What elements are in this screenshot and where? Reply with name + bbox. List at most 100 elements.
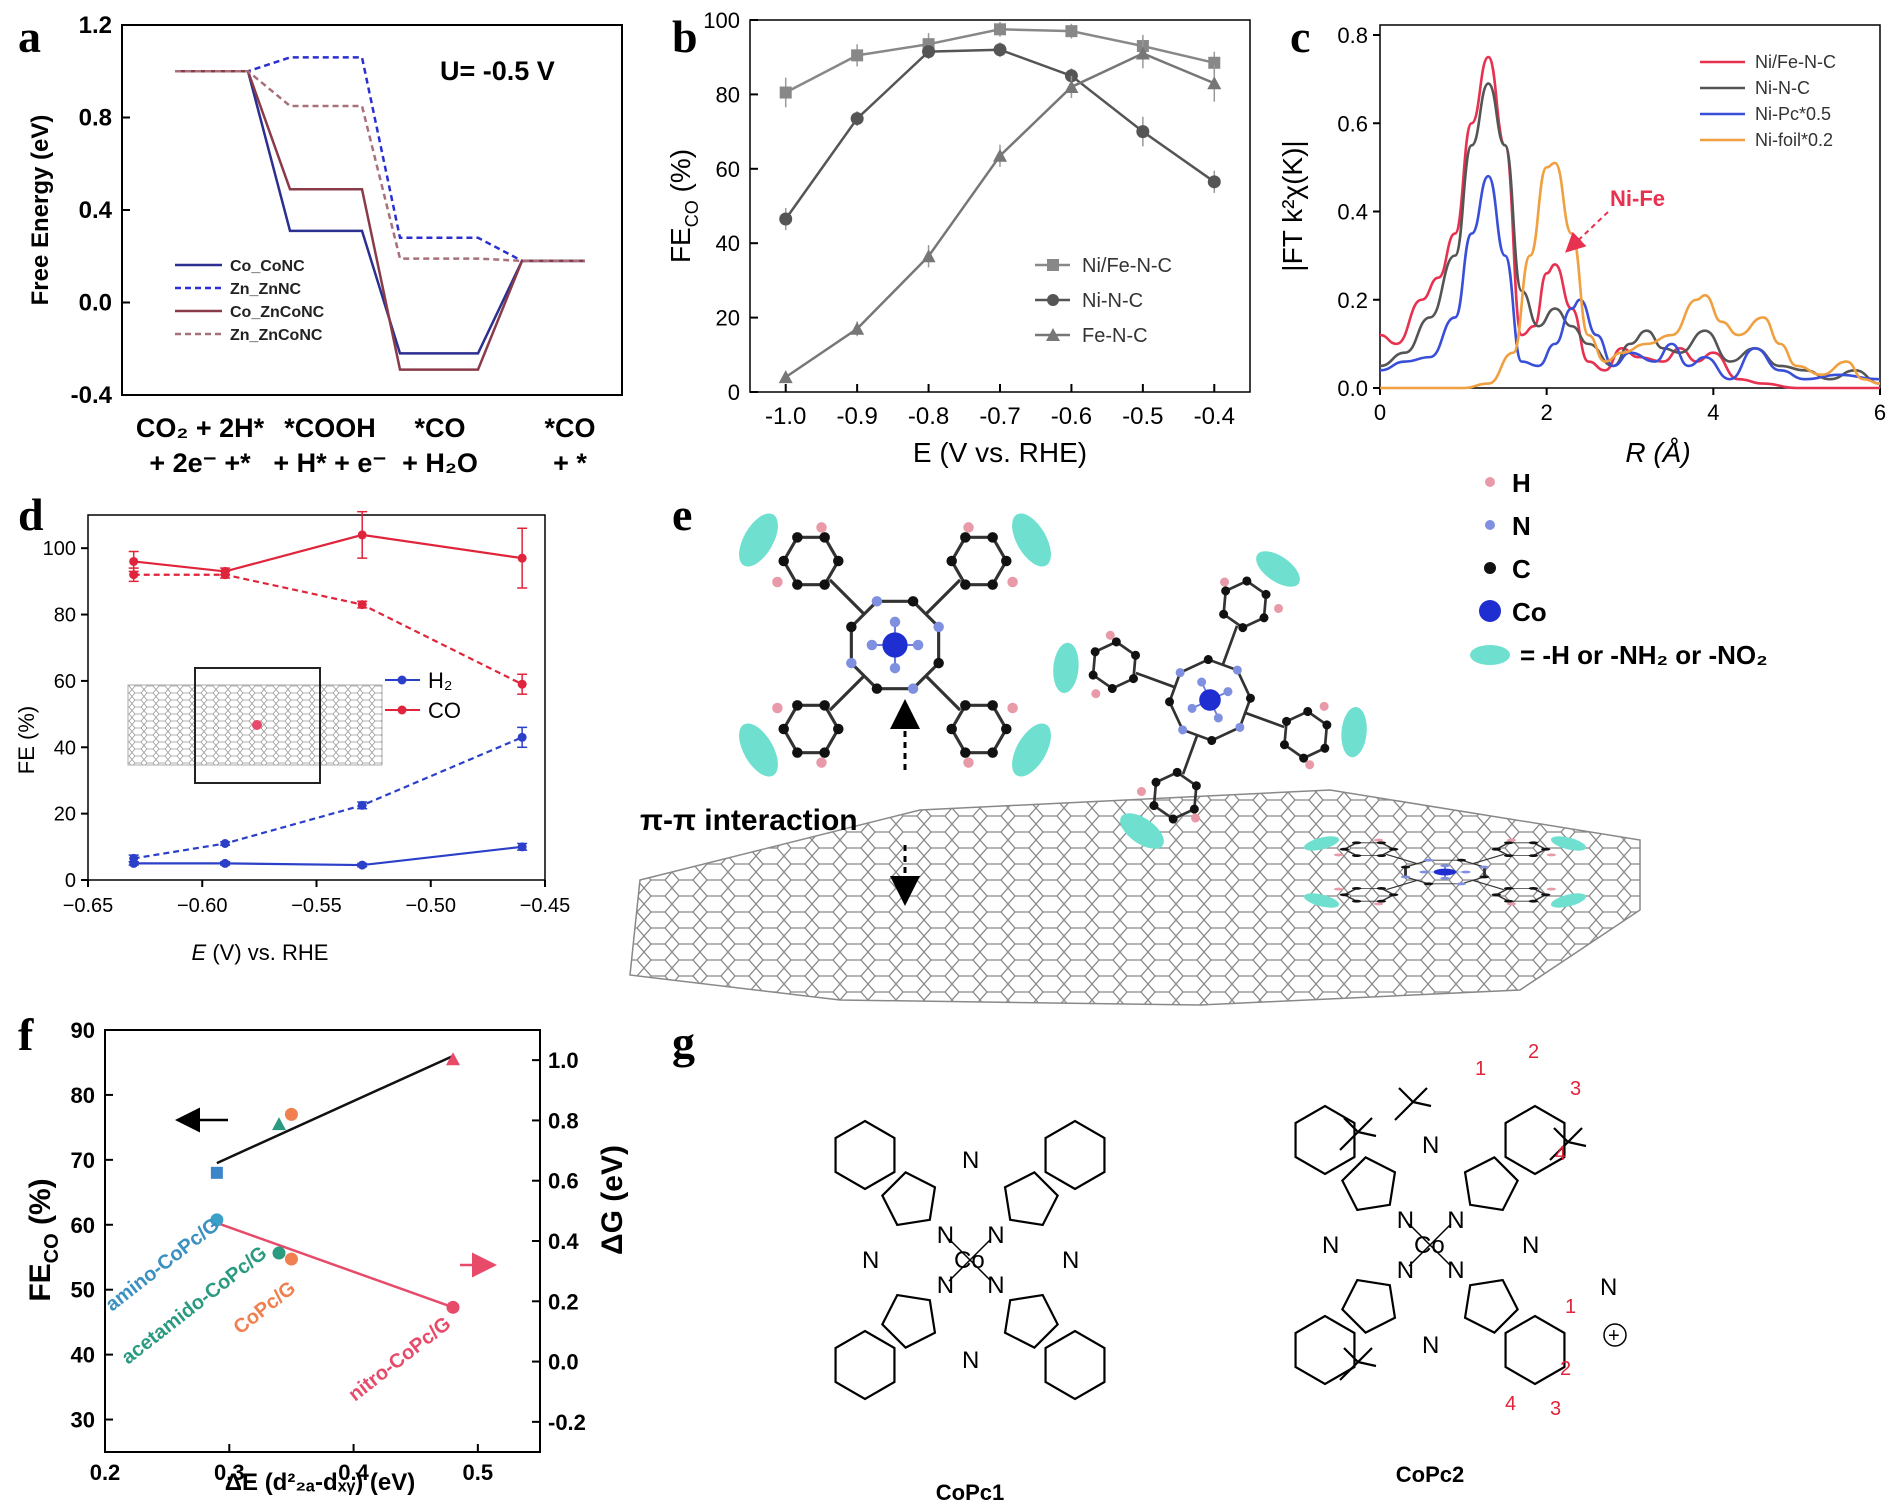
panel-c-xtick-label: 2	[1541, 400, 1553, 425]
phthalocyanine-molecule	[1053, 551, 1367, 849]
carbon-atom	[1528, 854, 1539, 858]
panel-f-sample-label: acetamido-CoPc/G	[118, 1242, 272, 1369]
co-label: Co	[954, 1247, 985, 1274]
legend-substituent-swatch	[1470, 645, 1510, 665]
panel-c-xtick-label: 6	[1874, 400, 1886, 425]
ring-position-number: 2	[1528, 1041, 1539, 1063]
carbon-atom	[1001, 723, 1012, 735]
carbon-atom	[1491, 893, 1502, 897]
panel-a-category-label: + *	[553, 448, 587, 478]
carbon-atom	[1503, 886, 1514, 890]
panel-b-ytick-label: 60	[716, 157, 740, 182]
panel-f-ylabel-right: ΔG (eV)	[596, 1145, 629, 1255]
ring-atom	[1479, 875, 1490, 879]
panel-f-sample-label: CoPc/G	[230, 1277, 300, 1339]
panel-b-point	[993, 148, 1007, 162]
phthalocyanine-molecule	[739, 513, 1051, 777]
panel-d-xtick-label: −0.60	[177, 895, 228, 917]
panel-a-category-label: *COOH	[284, 413, 376, 443]
carbon-atom	[1111, 637, 1121, 647]
pc-benzo-ring	[781, 703, 841, 755]
carbon-atom	[1221, 586, 1231, 596]
pc-bond	[1221, 625, 1239, 665]
substituent-ellipse	[1012, 723, 1051, 777]
hydrogen-atom	[816, 522, 827, 533]
panel-a-chart: 1.2 0.8 0.4 0.0 -0.4 U= -0.5 V Free Energy (…	[27, 12, 623, 478]
pc-bond	[828, 675, 865, 712]
carbon-atom	[1242, 576, 1252, 586]
panel-a-category-label: + 2e⁻ +*	[149, 448, 251, 478]
hydrogen-atom	[1506, 902, 1517, 906]
pc-bond	[1181, 735, 1199, 775]
hydrogen-atom	[1319, 701, 1329, 711]
panel-e-legend-label: N	[1512, 511, 1531, 541]
carbon-atom	[792, 700, 803, 711]
carbon-atom	[1491, 847, 1502, 851]
carbon-atom	[1376, 886, 1387, 890]
panel-f-frame	[104, 1029, 541, 1453]
hydrogen-atom	[1274, 603, 1284, 613]
panel-b-xlabel: E (V vs. RHE)	[913, 437, 1087, 468]
pc-benzo-ring	[781, 535, 841, 587]
panel-c-ytick-label: 0.6	[1337, 111, 1368, 136]
panel-c-legend-label: Ni-Pc*0.5	[1755, 104, 1831, 124]
panel-f-ytick-left-label: 90	[71, 1018, 95, 1043]
substituent-ellipse	[1303, 836, 1340, 851]
panel-b-point	[779, 212, 793, 226]
pc-bond	[1385, 854, 1418, 864]
ring-atom	[1207, 735, 1217, 745]
ring-atom	[1245, 693, 1255, 703]
panel-d-point	[129, 858, 139, 868]
carbon-atom	[819, 747, 830, 758]
pc-bond	[925, 675, 962, 712]
carbon-atom	[1219, 609, 1229, 619]
panel-e-legend-label: = -H or -NH₂ or -NO₂	[1520, 640, 1768, 670]
carbon-atom	[960, 532, 971, 543]
substituent-ellipse	[1550, 893, 1587, 908]
hydrogen-atom	[1091, 689, 1101, 699]
panel-a-ylabel: Free Energy (eV)	[27, 115, 54, 306]
benzo-ring	[1044, 1329, 1106, 1401]
panel-f-ylabel-left: FECO (%)	[24, 1178, 63, 1301]
nitrogen-atom	[1419, 870, 1429, 874]
panel-a-ytick-label: -0.4	[71, 382, 113, 409]
nitrogen-atom	[912, 639, 924, 651]
co-n-bond	[948, 1259, 971, 1282]
panel-b-point	[993, 43, 1007, 57]
panel-b-point	[850, 321, 865, 335]
hydrogen-atom	[816, 757, 827, 768]
carbon-atom	[819, 700, 830, 711]
nitrogen-atom	[1440, 876, 1450, 880]
carbon-atom	[1090, 647, 1100, 657]
panel-f-sample-label: nitro-CoPc/G	[345, 1313, 456, 1406]
hydrogen-atom	[1305, 760, 1315, 770]
panel-a-ytick-label: 1.2	[79, 12, 112, 39]
panel-a-legend-label: Zn_ZnNC	[230, 281, 302, 298]
panel-b-legend-marker	[1047, 294, 1059, 306]
panel-b-point	[1135, 46, 1150, 60]
bridge-n-label: N	[1062, 1247, 1079, 1274]
pyrrole-n-label: N	[1397, 1207, 1414, 1234]
copc2-label: CoPc2	[1396, 1462, 1464, 1487]
panel-d-legend-label: CO	[428, 698, 461, 723]
pyrrole-ring	[1463, 1156, 1519, 1212]
panel-d-line-CO (solid)	[133, 533, 523, 573]
panel-c-chart: 0 2 4 6 0.0 0.2 0.4 0.6 0.8 Ni/Fe-N-C Ni-N-C Ni-Pc…	[1277, 23, 1886, 468]
panel-f-ytick-right-label: 0.8	[548, 1108, 579, 1133]
hydrogen-atom	[1007, 702, 1018, 714]
co-n-bond	[1429, 1223, 1452, 1246]
bridge-n-label: N	[1422, 1132, 1439, 1159]
hydrogen-atom	[1333, 887, 1344, 891]
pyrrole-ring	[1003, 1293, 1059, 1349]
panel-f-xlabel: ΔE (d²₂ₐ-dₓᵧ) (eV)	[225, 1469, 415, 1496]
panel-b-legend-marker	[1047, 259, 1059, 271]
panel-d-line-H2 (dashed)	[133, 736, 523, 860]
panel-c-frame	[1379, 24, 1881, 389]
nitrogen-atom	[1440, 864, 1450, 868]
fe-point	[284, 1107, 298, 1121]
nitrogen-atom	[889, 662, 901, 674]
carbon-atom	[1339, 847, 1350, 851]
inset-cobalt	[252, 720, 262, 730]
panel-b-point	[1064, 69, 1078, 83]
